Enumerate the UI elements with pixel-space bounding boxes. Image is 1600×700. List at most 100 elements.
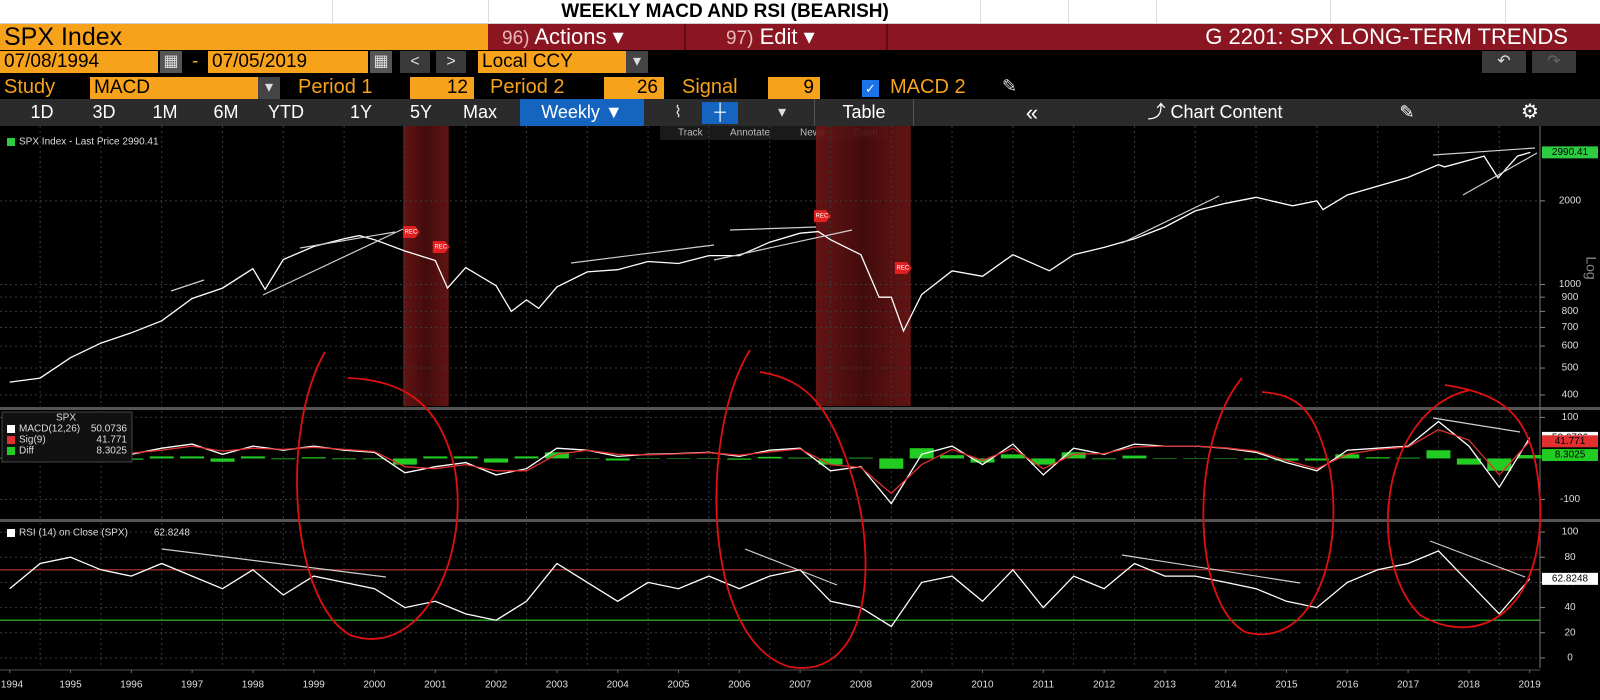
dropdown[interactable]: ▾ bbox=[258, 77, 280, 99]
x-tick-label: 2008 bbox=[850, 680, 873, 691]
x-tick-label: 2009 bbox=[911, 680, 934, 691]
chart-icon: ⤴ bbox=[1147, 102, 1171, 122]
x-tick-label: 1995 bbox=[59, 680, 82, 691]
x-tick-label: 2007 bbox=[789, 680, 812, 691]
x-tick-label: 2001 bbox=[424, 680, 447, 691]
x-tick-label: 2018 bbox=[1458, 680, 1481, 691]
legend-value: 8.3025 bbox=[96, 446, 127, 457]
param-field[interactable]: 9 bbox=[768, 77, 820, 99]
page-title: G 2201: SPX LONG-TERM TRENDS bbox=[1205, 24, 1568, 49]
diff-bar bbox=[727, 458, 752, 460]
prev-button[interactable]: < bbox=[400, 51, 430, 73]
legend-swatch bbox=[7, 138, 15, 146]
trend-line bbox=[262, 228, 404, 296]
diff-bar bbox=[1456, 458, 1481, 465]
diff-bar bbox=[180, 456, 205, 459]
last-value-tag bbox=[1542, 572, 1598, 585]
y-tick-label: -100 bbox=[1560, 494, 1580, 505]
range-button[interactable]: 5Y bbox=[409, 102, 433, 122]
diff-bar bbox=[1152, 458, 1177, 459]
chart-background bbox=[0, 126, 1600, 700]
calendar-icon[interactable]: ▦ bbox=[160, 51, 182, 73]
chart-tool[interactable]: News bbox=[800, 128, 825, 139]
x-tick-label: 2003 bbox=[546, 680, 569, 691]
calendar-icon[interactable]: ▦ bbox=[370, 51, 392, 73]
x-tick-label: 2006 bbox=[728, 680, 751, 691]
x-tick-label: 1999 bbox=[303, 680, 326, 691]
chart-content-button[interactable]: ⤴ Chart Content bbox=[1100, 99, 1330, 126]
start-date[interactable]: 07/08/1994 bbox=[0, 51, 158, 73]
bar-icon[interactable]: ┼ bbox=[702, 102, 738, 124]
diff-bar bbox=[1092, 458, 1117, 460]
x-tick-label: 2017 bbox=[1397, 680, 1420, 691]
y-tick-label: 20 bbox=[1564, 627, 1576, 638]
frequency-button[interactable]: Weekly ▼ bbox=[520, 99, 644, 126]
pencil-icon[interactable]: ✎ bbox=[1002, 76, 1018, 96]
end-date[interactable]: 07/05/2019 bbox=[208, 51, 368, 73]
chart-area: TrackAnnotateNewsZoom4005006007008009001… bbox=[0, 126, 1600, 700]
x-tick-label: 2002 bbox=[485, 680, 508, 691]
diff-bar bbox=[1213, 458, 1238, 459]
y-tick-label: 400 bbox=[1562, 390, 1579, 401]
x-tick-label: 1997 bbox=[181, 680, 204, 691]
range-button[interactable]: 1D bbox=[30, 102, 54, 122]
range-button[interactable]: YTD bbox=[268, 102, 304, 122]
param-field[interactable]: 12 bbox=[410, 77, 474, 99]
chart-tool[interactable]: Annotate bbox=[730, 128, 770, 139]
cell-line bbox=[488, 0, 489, 24]
trend-line bbox=[713, 229, 853, 261]
undo-button[interactable]: ↶ bbox=[1482, 51, 1526, 73]
dropdown[interactable]: ▾ bbox=[626, 51, 648, 73]
table-button[interactable]: Table bbox=[814, 99, 914, 126]
legend-label: SPX Index - Last Price 2990.41 bbox=[19, 137, 159, 148]
collapse-button[interactable]: « bbox=[1025, 100, 1039, 125]
x-tick-label: 2016 bbox=[1336, 680, 1359, 691]
y-tick-label: 600 bbox=[1562, 341, 1579, 352]
param-label: Period 1 bbox=[298, 76, 373, 98]
diff-bar bbox=[1274, 458, 1299, 461]
dropdown[interactable]: ▾ bbox=[768, 102, 796, 124]
study-field[interactable]: MACD bbox=[90, 77, 258, 99]
range-button[interactable]: 1Y bbox=[349, 102, 373, 122]
y-tick-label: 2000 bbox=[1559, 196, 1582, 207]
next-button[interactable]: > bbox=[436, 51, 466, 73]
range-button[interactable]: 3D bbox=[92, 102, 116, 122]
range-button[interactable]: Max bbox=[462, 102, 497, 122]
event-marker bbox=[813, 210, 831, 223]
range-button[interactable]: 6M bbox=[213, 102, 239, 122]
legend-value: 50.0736 bbox=[91, 424, 128, 435]
hand-circle bbox=[296, 351, 459, 640]
diff-bar bbox=[636, 458, 661, 459]
range-button[interactable]: 1M bbox=[152, 102, 178, 122]
edit-icon[interactable]: ✎ bbox=[1399, 102, 1415, 122]
event-marker bbox=[432, 241, 450, 254]
panel-separator bbox=[0, 519, 1600, 522]
chart-tool[interactable]: Track bbox=[678, 128, 704, 139]
param-field[interactable]: 26 bbox=[604, 77, 664, 99]
redo-button[interactable]: ↷ bbox=[1532, 51, 1576, 73]
settings-icon[interactable]: ⚙ bbox=[1521, 101, 1539, 123]
security-field[interactable]: SPX Index bbox=[0, 24, 488, 50]
diff-bar bbox=[605, 458, 630, 461]
diff-bar bbox=[544, 452, 569, 459]
x-tick-label: 2012 bbox=[1093, 680, 1116, 691]
trend-line bbox=[1429, 540, 1526, 578]
diff-bar bbox=[909, 448, 934, 459]
hand-circle bbox=[715, 349, 867, 669]
range-bar bbox=[0, 99, 1600, 126]
series-line bbox=[9, 550, 1531, 628]
checkbox[interactable]: ✓ bbox=[862, 80, 879, 97]
actions-menu[interactable]: 96) Actions ▾ bbox=[490, 24, 686, 50]
edit-menu[interactable]: 97) Edit ▾ bbox=[688, 24, 888, 50]
series-line bbox=[9, 428, 1531, 495]
series-line bbox=[9, 151, 1531, 383]
diff-bar bbox=[879, 458, 904, 469]
line-icon[interactable]: ⌇ bbox=[660, 102, 696, 124]
currency-field[interactable]: Local CCY bbox=[478, 51, 626, 73]
recession-band bbox=[403, 126, 449, 406]
diff-bar bbox=[1304, 458, 1329, 461]
last-value-label: 41.771 bbox=[1555, 436, 1586, 447]
diff-bar bbox=[240, 456, 265, 459]
param-label: Signal bbox=[682, 76, 738, 98]
